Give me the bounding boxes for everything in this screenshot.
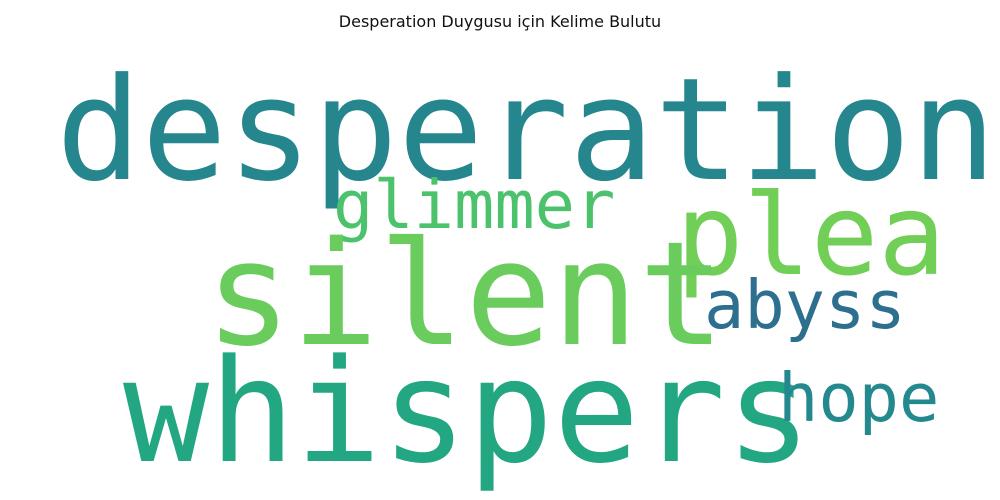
chart-title: Desperation Duygusu için Kelime Bulutu (338, 12, 662, 31)
word-desperation: desperation (56, 48, 997, 213)
word-silent: silent (205, 210, 726, 378)
word-hope: hope (778, 359, 940, 437)
word-whispers: whispers (123, 328, 812, 495)
word-plea: plea (676, 171, 946, 301)
word-abyss: abyss (704, 266, 906, 344)
word-glimmer: glimmer (333, 166, 616, 244)
